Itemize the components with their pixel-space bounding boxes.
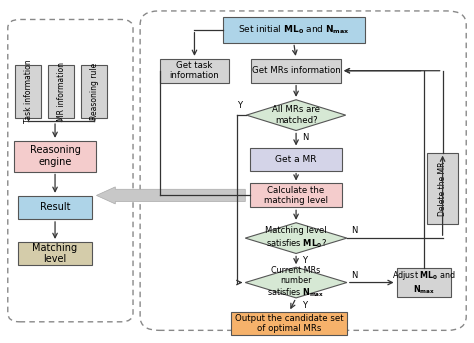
Text: Y: Y — [237, 101, 242, 110]
FancyBboxPatch shape — [81, 65, 107, 118]
Polygon shape — [96, 187, 245, 204]
Text: Reasoning rule: Reasoning rule — [90, 62, 99, 120]
Text: Y: Y — [302, 256, 307, 265]
FancyBboxPatch shape — [250, 184, 342, 208]
FancyBboxPatch shape — [14, 141, 96, 172]
Text: Get a MR: Get a MR — [275, 155, 317, 164]
FancyBboxPatch shape — [231, 312, 347, 335]
Text: All MRs are
matched?: All MRs are matched? — [272, 105, 320, 125]
FancyBboxPatch shape — [397, 268, 451, 297]
FancyBboxPatch shape — [251, 59, 341, 83]
Text: Calculate the
matching level: Calculate the matching level — [264, 186, 328, 205]
Text: Current MRs
number
satisfies $\mathbf{N_{max}}$: Current MRs number satisfies $\mathbf{N_… — [267, 266, 325, 299]
FancyBboxPatch shape — [15, 65, 41, 118]
Text: Delete the MR: Delete the MR — [438, 161, 447, 216]
Text: Task information: Task information — [24, 59, 33, 123]
Polygon shape — [246, 100, 346, 130]
Polygon shape — [245, 223, 347, 253]
FancyBboxPatch shape — [48, 65, 74, 118]
Text: Matching level
satisfies $\mathbf{ML_0}$?: Matching level satisfies $\mathbf{ML_0}$… — [265, 226, 327, 250]
Text: Result: Result — [40, 202, 70, 212]
Text: Reasoning
engine: Reasoning engine — [29, 145, 81, 167]
Text: Get task
information: Get task information — [170, 61, 219, 80]
Text: Output the candidate set
of optimal MRs: Output the candidate set of optimal MRs — [235, 314, 343, 333]
Text: Matching
level: Matching level — [33, 243, 78, 264]
Text: Adjust $\mathbf{ML_0}$ and
$\mathbf{N_{max}}$: Adjust $\mathbf{ML_0}$ and $\mathbf{N_{m… — [392, 269, 456, 296]
FancyBboxPatch shape — [250, 149, 342, 171]
Text: Y: Y — [302, 300, 307, 310]
Text: Set initial $\mathbf{ML_0}$ and $\mathbf{N_{max}}$: Set initial $\mathbf{ML_0}$ and $\mathbf… — [238, 23, 350, 36]
FancyBboxPatch shape — [18, 196, 91, 219]
Text: N: N — [302, 133, 308, 142]
Text: N: N — [351, 271, 357, 280]
Text: Get MRs information: Get MRs information — [252, 66, 340, 75]
FancyBboxPatch shape — [160, 59, 229, 83]
FancyBboxPatch shape — [223, 17, 365, 43]
Text: N: N — [351, 226, 357, 235]
Text: MR information: MR information — [57, 62, 66, 121]
FancyBboxPatch shape — [18, 242, 91, 265]
Polygon shape — [245, 267, 347, 298]
FancyBboxPatch shape — [427, 153, 458, 224]
